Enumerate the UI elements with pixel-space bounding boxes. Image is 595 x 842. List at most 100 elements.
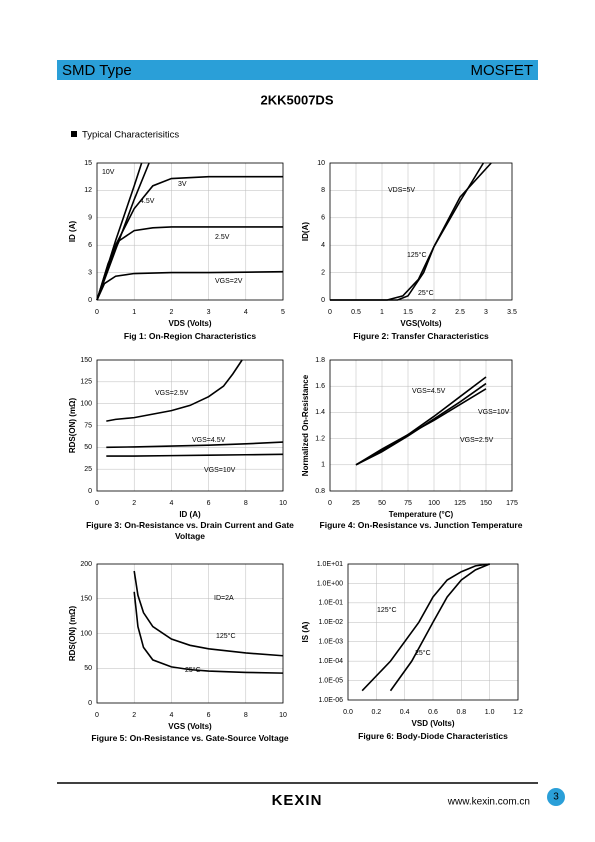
series-label: 125°C xyxy=(407,251,427,259)
plot-frame xyxy=(96,162,284,301)
series-label: VGS=4.5V xyxy=(412,388,446,395)
y-tick-label: 6 xyxy=(88,242,92,249)
series-label: 25°C xyxy=(185,666,201,674)
x-tick-label: 4 xyxy=(244,309,248,316)
y-tick-label: 9 xyxy=(88,215,92,222)
y-tick-label: 1.0E-02 xyxy=(318,619,343,626)
y-tick-label: 8 xyxy=(321,187,325,194)
bullet xyxy=(71,131,77,137)
x-tick-label: 0 xyxy=(328,309,332,316)
series-line xyxy=(330,162,492,301)
y-tick-label: 4 xyxy=(321,242,325,249)
x-tick-label: 125 xyxy=(454,500,466,507)
figure-caption: Figure 2: Transfer Characteristics xyxy=(353,331,489,341)
x-tick-label: 1.5 xyxy=(403,309,413,316)
y-tick-label: 1.0E+01 xyxy=(317,561,343,568)
plot-frame xyxy=(96,359,284,492)
series-line xyxy=(133,570,284,657)
y-tick-label: 1.4 xyxy=(315,409,325,416)
x-tick-label: 8 xyxy=(244,712,248,719)
series-label: VGS=10V xyxy=(478,409,510,416)
x-tick-label: 2.5 xyxy=(455,309,465,316)
y-tick-label: 50 xyxy=(84,444,92,451)
x-tick-label: 0 xyxy=(95,309,99,316)
x-tick-label: 3 xyxy=(207,309,211,316)
series-label: VGS=2.5V xyxy=(155,390,189,397)
header-right: MOSFET xyxy=(471,62,534,79)
series-label: 2.5V xyxy=(215,234,230,241)
series-line xyxy=(355,376,487,466)
y-tick-label: 3 xyxy=(88,269,92,276)
series-label: 3V xyxy=(178,181,187,188)
x-tick-label: 2 xyxy=(132,500,136,507)
series-line xyxy=(96,162,150,301)
figure-caption: Figure 5: On-Resistance vs. Gate-Source … xyxy=(91,733,289,743)
x-tick-label: 0.5 xyxy=(351,309,361,316)
figure-caption: Fig 1: On-Region Characteristics xyxy=(123,331,257,341)
series-label: 25°C xyxy=(415,649,431,657)
annotation: VDS=5V xyxy=(388,187,415,194)
plot-frame xyxy=(329,359,513,492)
doc-title: 2KK5007DS xyxy=(261,92,334,107)
y-tick-label: 1.0E-04 xyxy=(318,658,343,665)
figure-caption: Figure 4: On-Resistance vs. Junction Tem… xyxy=(319,520,523,530)
y-tick-label: 100 xyxy=(80,630,92,637)
series-label: 125°C xyxy=(216,632,236,640)
x-axis-label: VGS(Volts) xyxy=(400,319,442,328)
y-tick-label: 0 xyxy=(321,297,325,304)
y-tick-label: 1.0E-03 xyxy=(318,639,343,646)
plot-frame xyxy=(329,162,513,301)
x-tick-label: 4 xyxy=(169,500,173,507)
x-tick-label: 6 xyxy=(207,712,211,719)
series-label: VGS=4.5V xyxy=(192,437,226,444)
series-label: VGS=2.5V xyxy=(460,437,494,444)
y-tick-label: 125 xyxy=(80,379,92,386)
x-tick-label: 2 xyxy=(432,309,436,316)
page-number: 3 xyxy=(553,792,559,803)
x-tick-label: 5 xyxy=(281,309,285,316)
y-tick-label: 0.8 xyxy=(315,488,325,495)
series-line xyxy=(133,591,284,674)
section-title: Typical Characterisitics xyxy=(82,130,179,141)
x-tick-label: 75 xyxy=(404,500,412,507)
x-tick-label: 150 xyxy=(480,500,492,507)
x-tick-label: 0.2 xyxy=(371,709,381,716)
y-axis-label: ID(A) xyxy=(301,222,310,241)
x-tick-label: 175 xyxy=(506,500,518,507)
x-tick-label: 10 xyxy=(279,712,287,719)
series-label: 10V xyxy=(102,169,115,176)
x-axis-label: Temperature (°C) xyxy=(389,510,454,519)
y-tick-label: 1.0E+00 xyxy=(317,580,343,587)
annotation: ID=2A xyxy=(214,595,234,602)
y-tick-label: 1.6 xyxy=(315,383,325,390)
y-tick-label: 0 xyxy=(88,488,92,495)
y-axis-label: ID (A) xyxy=(68,221,77,243)
series-line xyxy=(106,453,284,457)
y-tick-label: 1 xyxy=(321,462,325,469)
x-tick-label: 1.2 xyxy=(513,709,523,716)
y-tick-label: 2 xyxy=(321,269,325,276)
x-tick-label: 10 xyxy=(279,500,287,507)
series-line xyxy=(96,162,143,301)
y-tick-label: 10 xyxy=(317,160,325,167)
y-tick-label: 25 xyxy=(84,466,92,473)
y-axis-label: IS (A) xyxy=(301,621,310,642)
series-label: VGS=2V xyxy=(215,278,243,285)
y-tick-label: 1.0E-06 xyxy=(318,697,343,704)
y-tick-label: 1.2 xyxy=(315,435,325,442)
x-axis-label: ID (A) xyxy=(179,510,201,519)
x-tick-label: 1 xyxy=(132,309,136,316)
x-tick-label: 2 xyxy=(132,712,136,719)
series-line xyxy=(96,226,283,301)
y-tick-label: 0 xyxy=(88,700,92,707)
x-tick-label: 8 xyxy=(244,500,248,507)
series-line xyxy=(96,175,283,301)
y-axis-label: RDS(ON) (mΩ) xyxy=(68,398,77,454)
x-tick-label: 0.4 xyxy=(400,709,410,716)
series-line xyxy=(355,388,487,466)
series-label: 25°C xyxy=(418,289,434,297)
y-tick-label: 1.8 xyxy=(315,357,325,364)
plot-frame xyxy=(96,563,284,704)
